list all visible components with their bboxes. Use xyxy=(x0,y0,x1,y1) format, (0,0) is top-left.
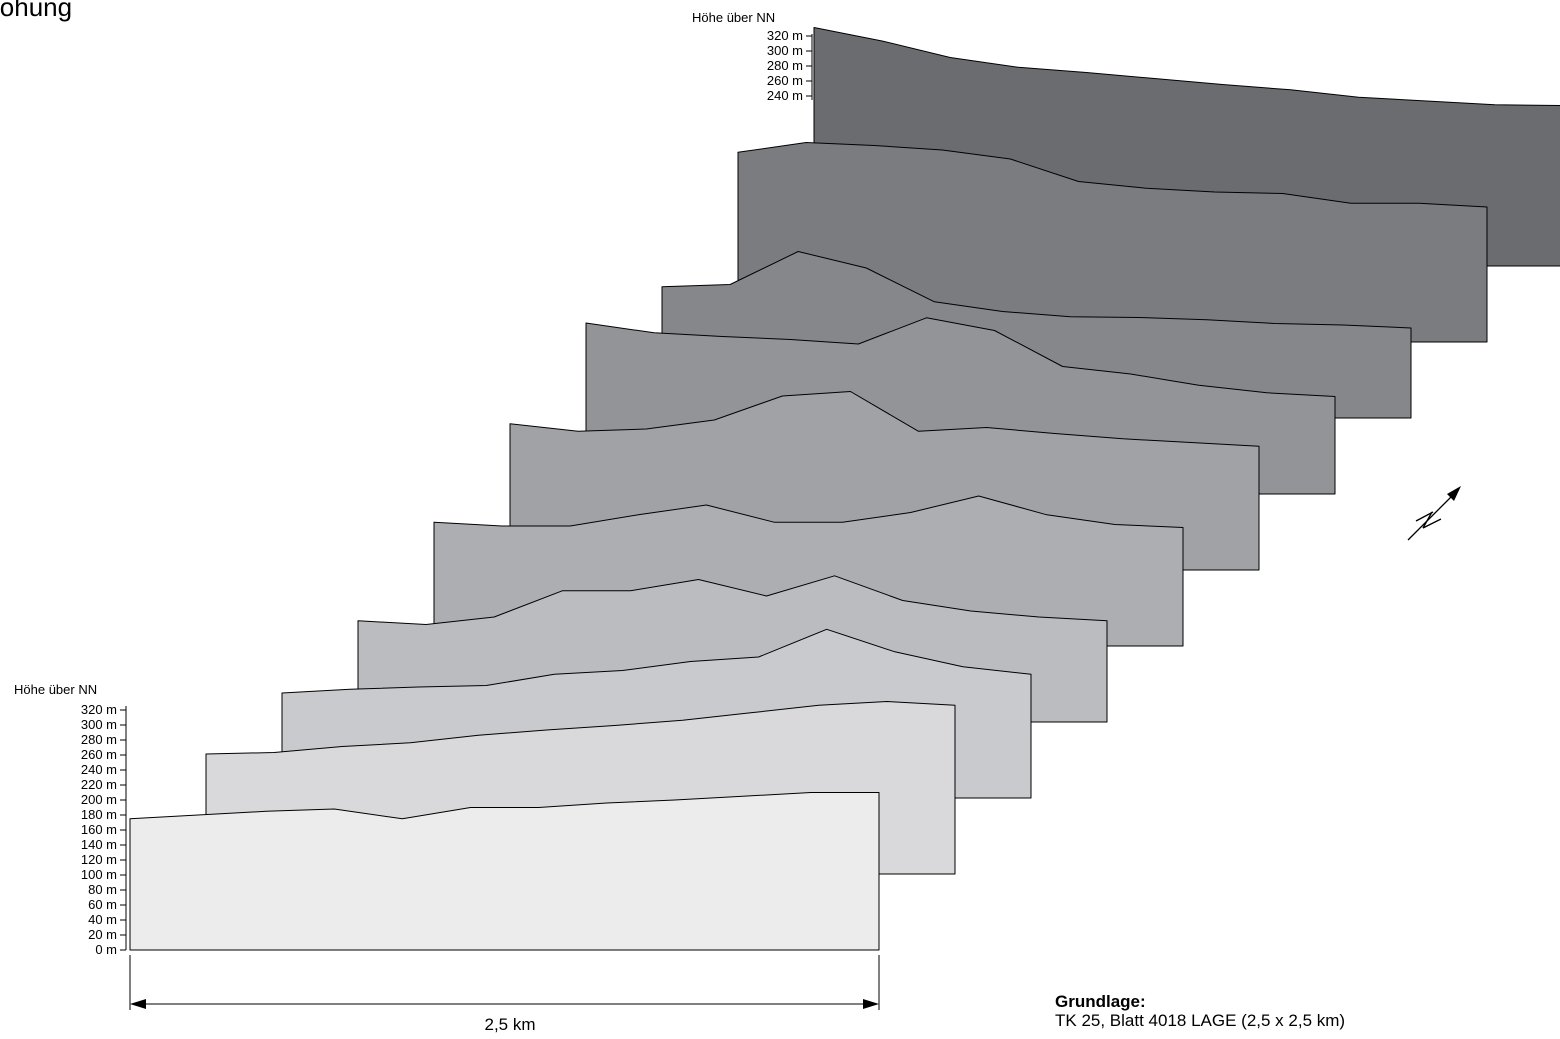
scale-label: 2,5 km xyxy=(484,1015,536,1034)
front-axis-label: Höhe über NN xyxy=(14,682,97,697)
scale-bar xyxy=(129,955,880,1010)
front-axis-tick-label: 320 m xyxy=(81,702,117,717)
front-axis-tick-label: 120 m xyxy=(81,852,117,867)
back-axis-tick-label: 240 m xyxy=(767,88,803,103)
front-axis-tick-label: 0 m xyxy=(95,942,117,957)
back-axis-label: Höhe über NN xyxy=(692,10,775,25)
back-axis-tick-label: 280 m xyxy=(767,58,803,73)
front-axis-tick-label: 300 m xyxy=(81,717,117,732)
page-title-fragment: lohung xyxy=(0,0,73,22)
front-axis-tick-label: 60 m xyxy=(88,897,117,912)
front-axis-tick-label: 140 m xyxy=(81,837,117,852)
terrain-profile-10 xyxy=(129,792,880,951)
front-axis-tick-label: 280 m xyxy=(81,732,117,747)
back-axis-tick-label: 320 m xyxy=(767,28,803,43)
north-arrow-icon xyxy=(1407,486,1461,541)
source-text: TK 25, Blatt 4018 LAGE (2,5 x 2,5 km) xyxy=(1055,1011,1346,1030)
back-axis-tick-label: 300 m xyxy=(767,43,803,58)
terrain-profile-2 xyxy=(737,142,1488,343)
source-note: Grundlage: TK 25, Blatt 4018 LAGE (2,5 x… xyxy=(1055,992,1345,1030)
front-axis-tick-label: 160 m xyxy=(81,822,117,837)
front-axis-tick-label: 240 m xyxy=(81,762,117,777)
front-axis-tick-label: 180 m xyxy=(81,807,117,822)
front-axis-tick-label: 80 m xyxy=(88,882,117,897)
back-axis-tick-label: 260 m xyxy=(767,73,803,88)
front-axis-tick-label: 40 m xyxy=(88,912,117,927)
front-axis-tick-label: 100 m xyxy=(81,867,117,882)
front-axis-tick-label: 260 m xyxy=(81,747,117,762)
front-axis-tick-label: 20 m xyxy=(88,927,117,942)
front-axis-tick-label: 220 m xyxy=(81,777,117,792)
source-heading: Grundlage: xyxy=(1055,992,1146,1011)
profile-stack xyxy=(129,27,1560,951)
front-axis-tick-label: 200 m xyxy=(81,792,117,807)
